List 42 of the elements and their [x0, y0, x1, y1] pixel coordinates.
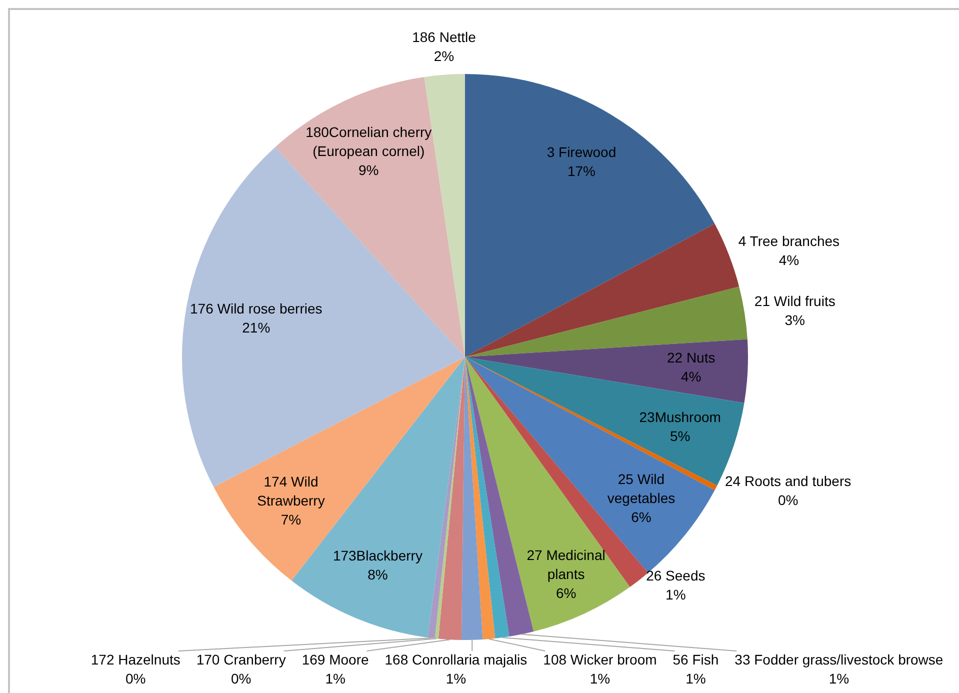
slice-label: 169 Moore — [302, 651, 369, 668]
data-label: 3% — [784, 312, 805, 328]
data-label: 17% — [567, 163, 596, 180]
slice-label: 4 Tree branches — [738, 232, 840, 249]
slice-label: 168 Conrollaria majalis — [384, 651, 528, 668]
data-label: 9% — [358, 162, 379, 178]
slice-label: 24 Roots and tubers — [725, 472, 852, 489]
data-label: 6% — [631, 508, 652, 525]
data-label: 1% — [666, 586, 686, 603]
slice-label: 27 Medicinal plants — [526, 547, 606, 582]
data-label: 1% — [325, 670, 346, 686]
data-label: 2% — [434, 48, 454, 64]
data-label: 6% — [556, 585, 576, 602]
slice-label: 174 Wild Strawberry — [257, 474, 325, 509]
slice-label: 25 Wild vegetables — [607, 470, 676, 506]
data-label: 1% — [590, 670, 610, 686]
slice-label: 23Mushroom — [639, 408, 721, 425]
data-label: 4% — [680, 368, 702, 385]
data-label: 7% — [280, 512, 302, 528]
slice-label: 3 Firewood — [546, 144, 616, 160]
data-label: 21% — [242, 320, 270, 336]
data-label: 1% — [446, 670, 466, 686]
slice-label: 186 Nettle — [412, 29, 476, 46]
slice-label: 33 Fodder grass/livestock browse — [734, 651, 944, 668]
slice-label: 176 Wild rose berries — [190, 300, 322, 317]
data-label: 4% — [778, 252, 800, 268]
data-label: 1% — [686, 670, 706, 686]
slice-label: 170 Cranberry — [196, 651, 286, 668]
slice-label: 180Cornelian cherry (European cornel) — [306, 124, 432, 160]
slice-label: 173Blackberry — [332, 547, 422, 564]
slice-label: 22 Nuts — [666, 350, 716, 366]
slice-label: 56 Fish — [672, 651, 719, 668]
data-label: 1% — [828, 670, 850, 686]
slice-label: 172 Hazelnuts — [90, 651, 180, 668]
data-label: 0% — [126, 670, 146, 686]
data-label: 0% — [230, 670, 252, 686]
data-label: 8% — [368, 566, 388, 582]
slice-label: 21 Wild fruits — [754, 292, 836, 309]
slice-label: 108 Wicker broom — [543, 651, 657, 668]
data-label: 0% — [778, 492, 798, 508]
slice-label: 26 Seeds — [646, 568, 706, 584]
data-label: 5% — [670, 428, 690, 444]
